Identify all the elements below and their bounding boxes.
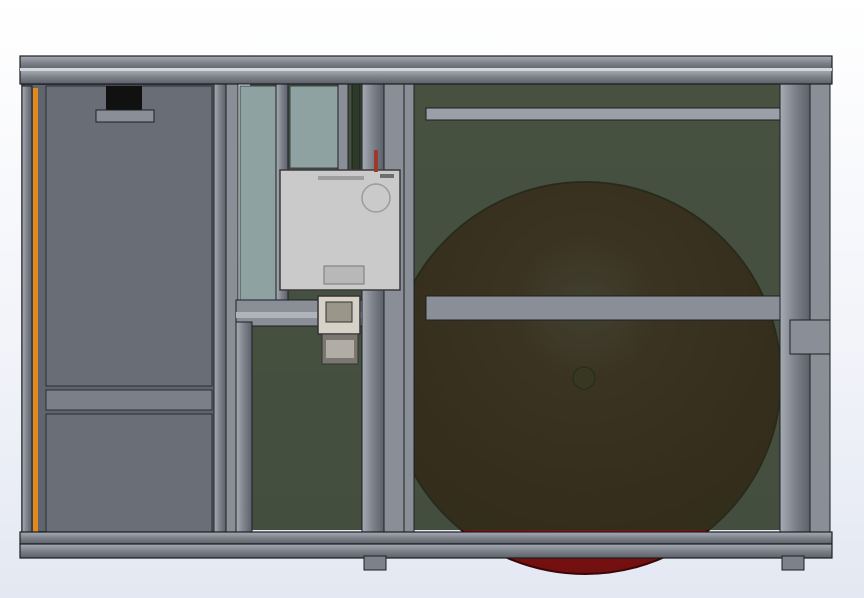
middle-columns [213,83,405,533]
spring-feeder-bank [425,107,789,321]
bottom-frame [19,531,833,571]
coil-holder [95,86,155,123]
glass-panel [289,85,339,169]
electrical-enclosure-icon [279,150,401,291]
glass-panel [239,85,277,303]
orange-strip [33,88,38,532]
valve-block-icon [317,295,361,365]
left-cabinet [21,83,235,533]
right-columns [403,83,831,535]
top-frame [19,55,833,85]
